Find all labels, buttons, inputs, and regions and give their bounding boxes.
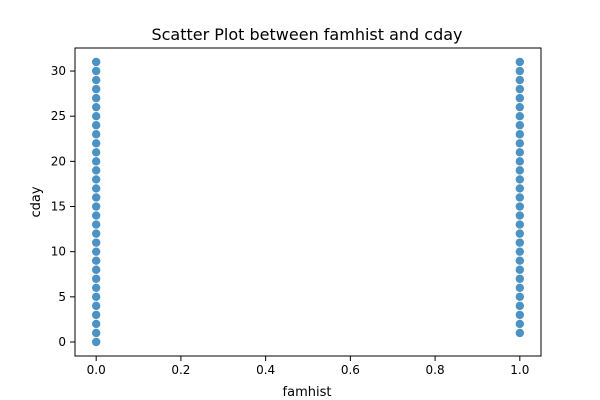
- y-tick-label: 20: [51, 154, 66, 168]
- scatter-point: [91, 148, 101, 157]
- scatter-point: [515, 310, 525, 320]
- y-tick-label: 5: [58, 290, 66, 304]
- scatter-point: [515, 238, 525, 247]
- scatter-point: [91, 193, 101, 202]
- scatter-point: [515, 256, 525, 265]
- scatter-point: [515, 66, 525, 76]
- scatter-point: [515, 157, 525, 166]
- scatter-point: [91, 265, 101, 274]
- scatter-point: [91, 301, 101, 311]
- scatter-point: [91, 211, 101, 220]
- scatter-point: [91, 220, 101, 229]
- scatter-point: [91, 310, 101, 320]
- scatter-point: [515, 84, 525, 94]
- scatter-point: [515, 229, 525, 238]
- scatter-point: [515, 265, 525, 274]
- scatter-point: [515, 220, 525, 229]
- scatter-point: [515, 292, 525, 302]
- x-tick-label: 1.0: [510, 363, 529, 377]
- scatter-point: [91, 229, 101, 238]
- points-layer: [91, 57, 525, 347]
- scatter-point: [515, 193, 525, 202]
- scatter-point: [515, 166, 525, 175]
- scatter-point: [515, 93, 525, 103]
- scatter-point: [91, 130, 101, 139]
- scatter-point: [515, 283, 525, 293]
- y-tick-label: 15: [51, 200, 66, 214]
- y-tick-label: 0: [58, 335, 66, 349]
- scatter-point: [91, 292, 101, 302]
- y-tick-label: 10: [51, 245, 66, 259]
- scatter-point: [515, 247, 525, 256]
- scatter-point: [515, 102, 525, 112]
- x-axis-label: famhist: [283, 385, 332, 400]
- scatter-point: [91, 328, 101, 338]
- scatter-point: [91, 175, 101, 184]
- y-axis-ticks: 0 5 10 15 20 25 30: [51, 64, 75, 349]
- plot-area: 0.0 0.2 0.4 0.6 0.8 1.0 0 5 10 15 20 25 30: [51, 47, 542, 377]
- scatter-point: [91, 121, 101, 130]
- scatter-point: [515, 184, 525, 193]
- scatter-point: [91, 247, 101, 256]
- scatter-point: [91, 93, 101, 103]
- scatter-point: [91, 84, 101, 94]
- scatter-point: [515, 139, 525, 148]
- scatter-point: [515, 148, 525, 157]
- scatter-point: [515, 211, 525, 220]
- scatter-point: [515, 274, 525, 283]
- y-axis-label: cday: [29, 186, 44, 217]
- scatter-point: [91, 202, 101, 211]
- plot-frame: [74, 47, 542, 357]
- scatter-point: [515, 175, 525, 184]
- scatter-point: [91, 102, 101, 112]
- scatter-point: [515, 111, 525, 121]
- scatter-point: [91, 337, 101, 347]
- scatter-point: [515, 121, 525, 130]
- scatter-point: [515, 301, 525, 311]
- x-tick-label: 0.2: [171, 363, 190, 377]
- scatter-point: [91, 319, 101, 329]
- y-tick-label: 25: [51, 109, 66, 123]
- scatter-point: [91, 111, 101, 121]
- chart-title: Scatter Plot between famhist and cday: [151, 25, 462, 44]
- x-axis-ticks: 0.0 0.2 0.4 0.6 0.8 1.0: [87, 356, 529, 377]
- x-tick-label: 0.8: [426, 363, 445, 377]
- scatter-point: [91, 66, 101, 76]
- scatter-point: [91, 184, 101, 193]
- scatter-point: [91, 256, 101, 265]
- scatter-point: [515, 202, 525, 211]
- scatter-point: [91, 166, 101, 175]
- scatter-point: [515, 328, 525, 338]
- scatter-point: [91, 57, 101, 67]
- x-tick-label: 0.6: [341, 363, 360, 377]
- scatter-point: [515, 130, 525, 139]
- scatter-point: [91, 75, 101, 85]
- x-tick-label: 0.4: [256, 363, 275, 377]
- scatter-point: [515, 319, 525, 329]
- x-tick-label: 0.0: [87, 363, 106, 377]
- scatter-point: [515, 57, 525, 67]
- scatter-point: [91, 139, 101, 148]
- scatter-point: [91, 157, 101, 166]
- scatter-point: [91, 283, 101, 293]
- scatter-point: [91, 274, 101, 283]
- scatter-point: [515, 75, 525, 85]
- scatter-point: [91, 238, 101, 247]
- y-tick-label: 30: [51, 64, 66, 78]
